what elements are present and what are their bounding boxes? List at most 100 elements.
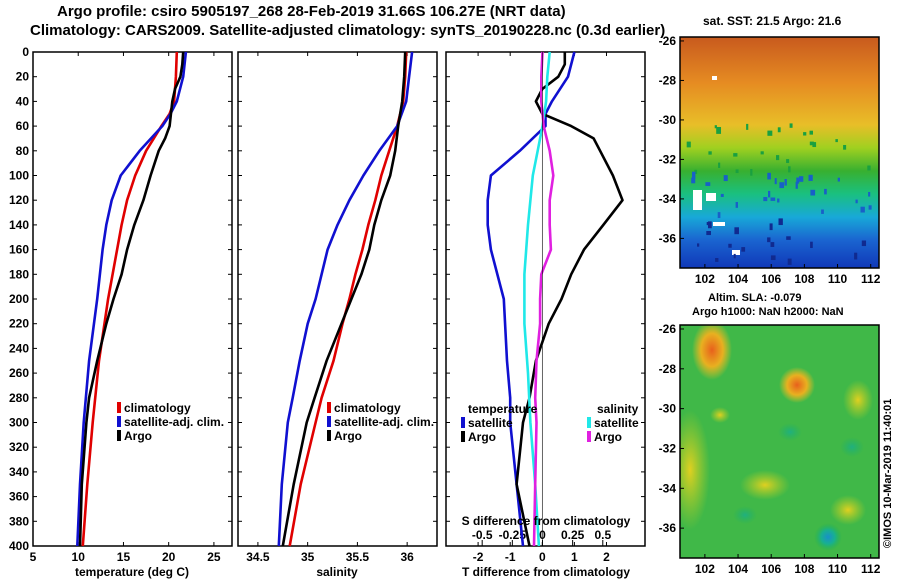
sst-speckle (786, 236, 791, 240)
sst-speckle (767, 237, 771, 243)
series-line-argo (281, 51, 407, 547)
missing-data-patch (713, 222, 725, 226)
series-line-satellite-adj-clim- (76, 51, 188, 547)
lon-tick-label: 108 (794, 562, 814, 576)
sst-speckle (778, 218, 783, 226)
s-tick-label: 0.5 (594, 528, 611, 542)
sst-speckle (694, 169, 698, 174)
series-line-salinity-argo (532, 51, 555, 547)
depth-tick-label: 380 (9, 514, 29, 528)
sst-speckle (720, 193, 724, 197)
lon-tick-label: 104 (728, 562, 748, 576)
sst-speckle (715, 258, 719, 262)
depth-tick-label: 260 (9, 366, 29, 380)
lat-tick-label: -26 (659, 34, 677, 48)
sla-high-anomaly (710, 407, 730, 423)
x-tick-label: 2 (603, 550, 610, 564)
salinity-plot-frame (237, 51, 438, 547)
s-tick-label: -0.25 (499, 528, 527, 542)
temperature-xlabel: temperature (deg C) (75, 565, 189, 579)
depth-tick-label: 300 (9, 416, 29, 430)
salinity-legend: climatology satellite-adj. clim. Argo (327, 401, 434, 443)
sst-speckle (706, 231, 711, 236)
lon-tick-label: 112 (861, 562, 881, 576)
sst-speckle (867, 165, 871, 171)
missing-data-patch (706, 193, 716, 201)
sst-speckle (854, 252, 858, 260)
sst-speckle (784, 179, 787, 186)
legend-s-argo: Argo (594, 430, 622, 444)
legend-swatch-s-argo (587, 431, 591, 442)
sst-speckle (809, 130, 813, 135)
sla-high-anomaly (692, 325, 732, 380)
sst-speckle (787, 258, 792, 265)
legend-swatch-t-argo (461, 431, 465, 442)
s-tick-label: 0 (539, 528, 546, 542)
lon-tick-label: 104 (728, 272, 748, 286)
sst-speckle (788, 166, 791, 173)
sst-speckle (777, 127, 781, 133)
sst-speckle (789, 123, 793, 128)
depth-tick-label: 20 (16, 70, 30, 84)
x-tick-label: 15 (117, 550, 131, 564)
lat-tick-label: -30 (659, 402, 677, 416)
x-tick-label: 5 (30, 550, 37, 564)
depth-tick-label: 0 (22, 45, 29, 59)
depth-tick-label: 340 (9, 465, 29, 479)
sst-speckle (776, 155, 780, 161)
sst-map-title: sat. SST: 21.5 Argo: 21.6 (703, 14, 842, 28)
sla-map-title-2: Argo h1000: NaN h2000: NaN (692, 306, 844, 318)
difference-legend: temperature satellite Argo salinity sate… (461, 402, 639, 444)
depth-tick-label: 200 (9, 292, 29, 306)
sst-speckle (760, 151, 764, 155)
legend-salinity-title: salinity (597, 402, 639, 416)
depth-tick-label: 220 (9, 317, 29, 331)
sst-speckle (770, 242, 775, 247)
series-line-temperature-satellite (486, 51, 576, 547)
sst-speckle (786, 159, 790, 164)
depth-tick-label: 60 (16, 119, 30, 133)
sst-speckle (686, 141, 691, 148)
sla-low-anomaly (840, 437, 864, 457)
legend-argo: Argo (124, 429, 152, 443)
lat-tick-label: -32 (659, 152, 677, 166)
lon-tick-label: 102 (695, 562, 715, 576)
depth-tick-label: 280 (9, 391, 29, 405)
sst-speckle (705, 182, 711, 186)
lon-tick-label: 106 (761, 272, 781, 286)
series-line-argo (78, 51, 185, 547)
missing-data-patch (712, 76, 717, 80)
title-line-1: Argo profile: csiro 5905197_268 28-Feb-2… (57, 3, 566, 20)
sst-speckle (692, 171, 696, 179)
lon-tick-label: 110 (828, 562, 848, 576)
lat-tick-label: -36 (659, 521, 677, 535)
legend-t-argo: Argo (468, 430, 496, 444)
sst-speckle (733, 253, 736, 259)
sst-speckle (799, 176, 804, 182)
sst-speckle (861, 240, 867, 247)
legend-swatch-argo (117, 430, 121, 441)
sst-speckle (697, 243, 700, 247)
series-line-climatology (288, 51, 408, 547)
sst-speckle (767, 172, 771, 180)
lat-tick-label: -28 (659, 73, 677, 87)
depth-tick-label: 120 (9, 193, 29, 207)
sst-speckle (735, 202, 738, 208)
depth-tick-label: 400 (9, 539, 29, 553)
x-tick-label: 34.5 (246, 550, 270, 564)
sst-speckle (843, 145, 847, 150)
sst-speckle (796, 177, 800, 184)
depth-tick-label: 320 (9, 440, 29, 454)
sst-speckle (733, 153, 738, 157)
title-line-2: Climatology: CARS2009. Satellite-adjuste… (30, 22, 666, 39)
x-tick-label: 35 (301, 550, 315, 564)
imos-stamp: ©IMOS 10-Mar-2019 11:40:01 (882, 399, 894, 548)
depth-tick-label: 40 (16, 94, 30, 108)
depth-tick-label: 100 (9, 169, 29, 183)
legend-swatch-climatology-s (327, 402, 331, 413)
lon-tick-label: 102 (695, 272, 715, 286)
legend-temperature-title: temperature (468, 402, 538, 416)
series-line-salinity-satellite (523, 51, 551, 547)
legend-swatch-satellite (117, 416, 121, 427)
